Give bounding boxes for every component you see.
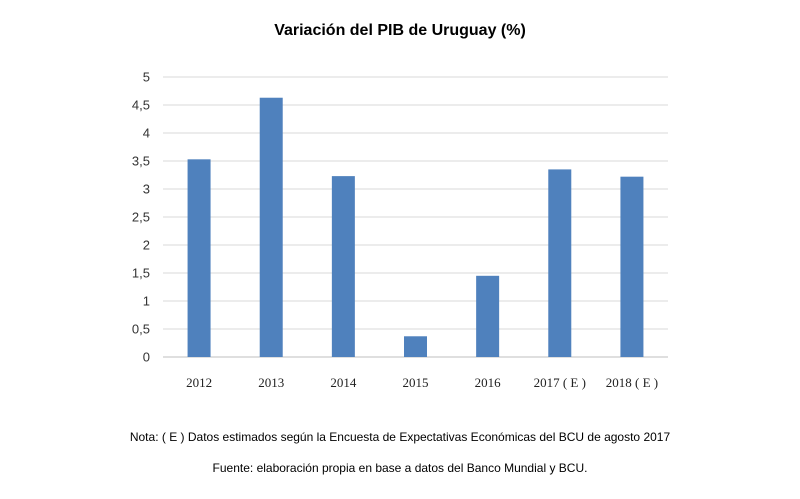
y-tick-label: 0,5 [132,322,150,337]
bars [187,97,644,357]
x-tick-label: 2018 ( E ) [606,375,658,390]
y-tick-label: 4,5 [132,98,150,113]
bar-2016 [476,275,500,357]
bar-2012 [187,159,211,357]
x-axis-ticks: 2012 2013 2014 2015 2016 2017 ( E ) 2018 ( E ) [186,375,658,390]
y-tick-label: 2 [143,238,150,253]
y-tick-label: 3,5 [132,154,150,169]
x-tick-label: 2014 [330,375,357,390]
y-axis-ticks: 0 0,5 1 1,5 2 2,5 3 3,5 4 4,5 5 [132,70,150,365]
bar-chart: 00,511,522,533,544,55 2012 2013 2014 2015 20… [132,70,668,390]
bar-2014 [331,176,355,357]
x-tick-label: 2012 [186,375,212,390]
y-tick-label: 0 [143,350,150,365]
bar-2015 [404,336,427,357]
footnote: Nota: ( E ) Datos estimados según la Enc… [129,430,671,444]
bar-2013 [259,97,283,357]
chart-title: Variación del PIB de Uruguay (%) [274,22,526,39]
x-tick-label: 2017 ( E ) [534,375,586,390]
bar-2017-E [548,169,572,357]
y-tick-label: 1 [143,294,150,309]
x-tick-label: 2015 [403,375,429,390]
x-tick-label: 2013 [258,375,284,390]
bar-2018-E [620,176,644,357]
gridlines [163,76,668,358]
y-tick-label: 2,5 [132,210,150,225]
source-note: Fuente: elaboración propia en base a dat… [212,461,588,475]
x-tick-label: 2016 [475,375,502,390]
y-tick-label: 5 [143,70,150,85]
y-tick-label: 3 [143,182,150,197]
y-tick-label: 1,5 [132,266,150,281]
y-tick-label: 4 [143,126,150,141]
